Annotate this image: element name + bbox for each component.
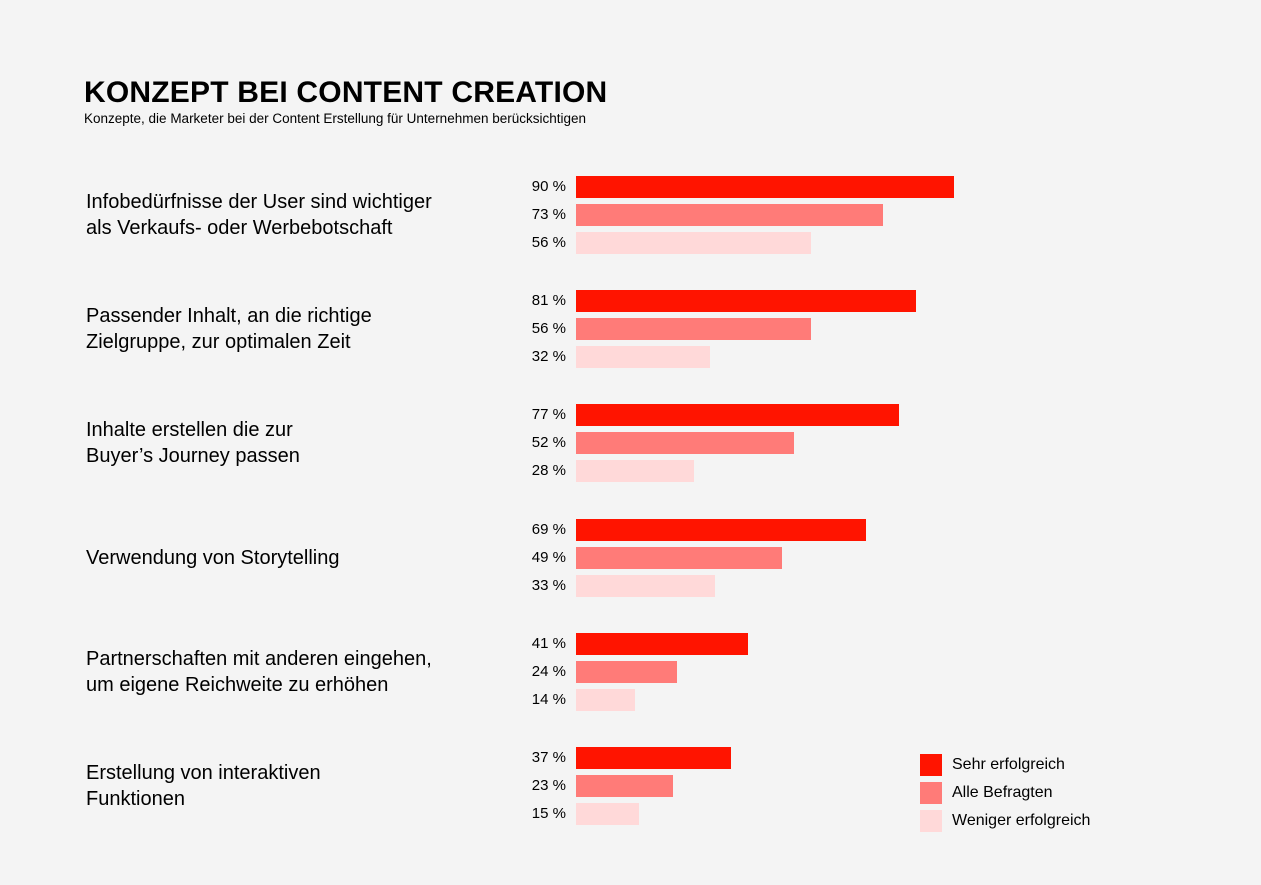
category-label: Infobedürfnisse der User sind wichtiger …	[86, 191, 432, 239]
category-label: Partnerschaften mit anderen eingehen, um…	[86, 647, 432, 696]
value-label: 41 %	[531, 634, 566, 652]
category-label: Verwendung von Storytelling	[86, 546, 340, 569]
value-label: 81 %	[531, 292, 566, 310]
value-label: 49 %	[531, 548, 566, 566]
bar	[576, 346, 711, 369]
bar	[576, 803, 639, 825]
value-label: 56 %	[531, 320, 566, 338]
chart-legend: Sehr erfolgreich Alle Befragten Weniger er…	[920, 754, 1090, 838]
value-label: 24 %	[531, 662, 566, 680]
legend-label: Alle Befragten	[952, 784, 1053, 801]
legend-label: Weniger erfolgreich	[952, 812, 1091, 829]
value-label: 14 %	[531, 690, 566, 708]
bar	[576, 232, 812, 254]
value-label: 28 %	[531, 462, 566, 480]
value-label: 15 %	[531, 805, 566, 822]
chart-subtitle: Konzepte, die Marketer bei der Content E…	[84, 111, 587, 126]
value-label: 56 %	[531, 234, 566, 251]
legend-swatch	[920, 754, 942, 776]
bar	[576, 546, 782, 569]
bar	[576, 518, 866, 541]
bar	[576, 632, 749, 655]
legend-item: Weniger erfolgreich	[920, 810, 1090, 832]
bar	[576, 432, 795, 455]
value-label: 37 %	[531, 749, 566, 766]
legend-label: Sehr erfolgreich	[952, 756, 1065, 773]
legend-swatch	[920, 810, 942, 832]
bar	[576, 747, 732, 769]
legend-item: Sehr erfolgreich	[920, 754, 1090, 776]
value-label: 52 %	[531, 434, 566, 452]
bar	[576, 176, 954, 198]
value-label: 23 %	[531, 777, 566, 794]
value-label: 90 %	[531, 178, 566, 195]
value-label: 33 %	[531, 576, 566, 594]
chart-title: KONZEPT BEI CONTENT CREATION	[84, 76, 608, 109]
category-label: Erstellung von interaktiven Funktionen	[86, 762, 321, 810]
category-label: Inhalte erstellen die zur Buyer’s Journe…	[86, 419, 300, 468]
bar	[576, 688, 635, 711]
bar	[576, 574, 715, 597]
value-label: 73 %	[531, 206, 566, 223]
legend-item: Alle Befragten	[920, 782, 1090, 804]
value-label: 32 %	[531, 348, 566, 366]
bar	[576, 290, 917, 313]
bar	[576, 775, 673, 797]
bar	[576, 318, 812, 341]
value-label: 69 %	[531, 520, 566, 538]
bar	[576, 660, 677, 683]
bar	[576, 404, 900, 427]
legend-swatch	[920, 782, 942, 804]
bar	[576, 460, 694, 483]
value-label: 77 %	[531, 406, 566, 424]
bar	[576, 204, 883, 226]
category-label: Passender Inhalt, an die richtige Zielgr…	[86, 305, 372, 354]
